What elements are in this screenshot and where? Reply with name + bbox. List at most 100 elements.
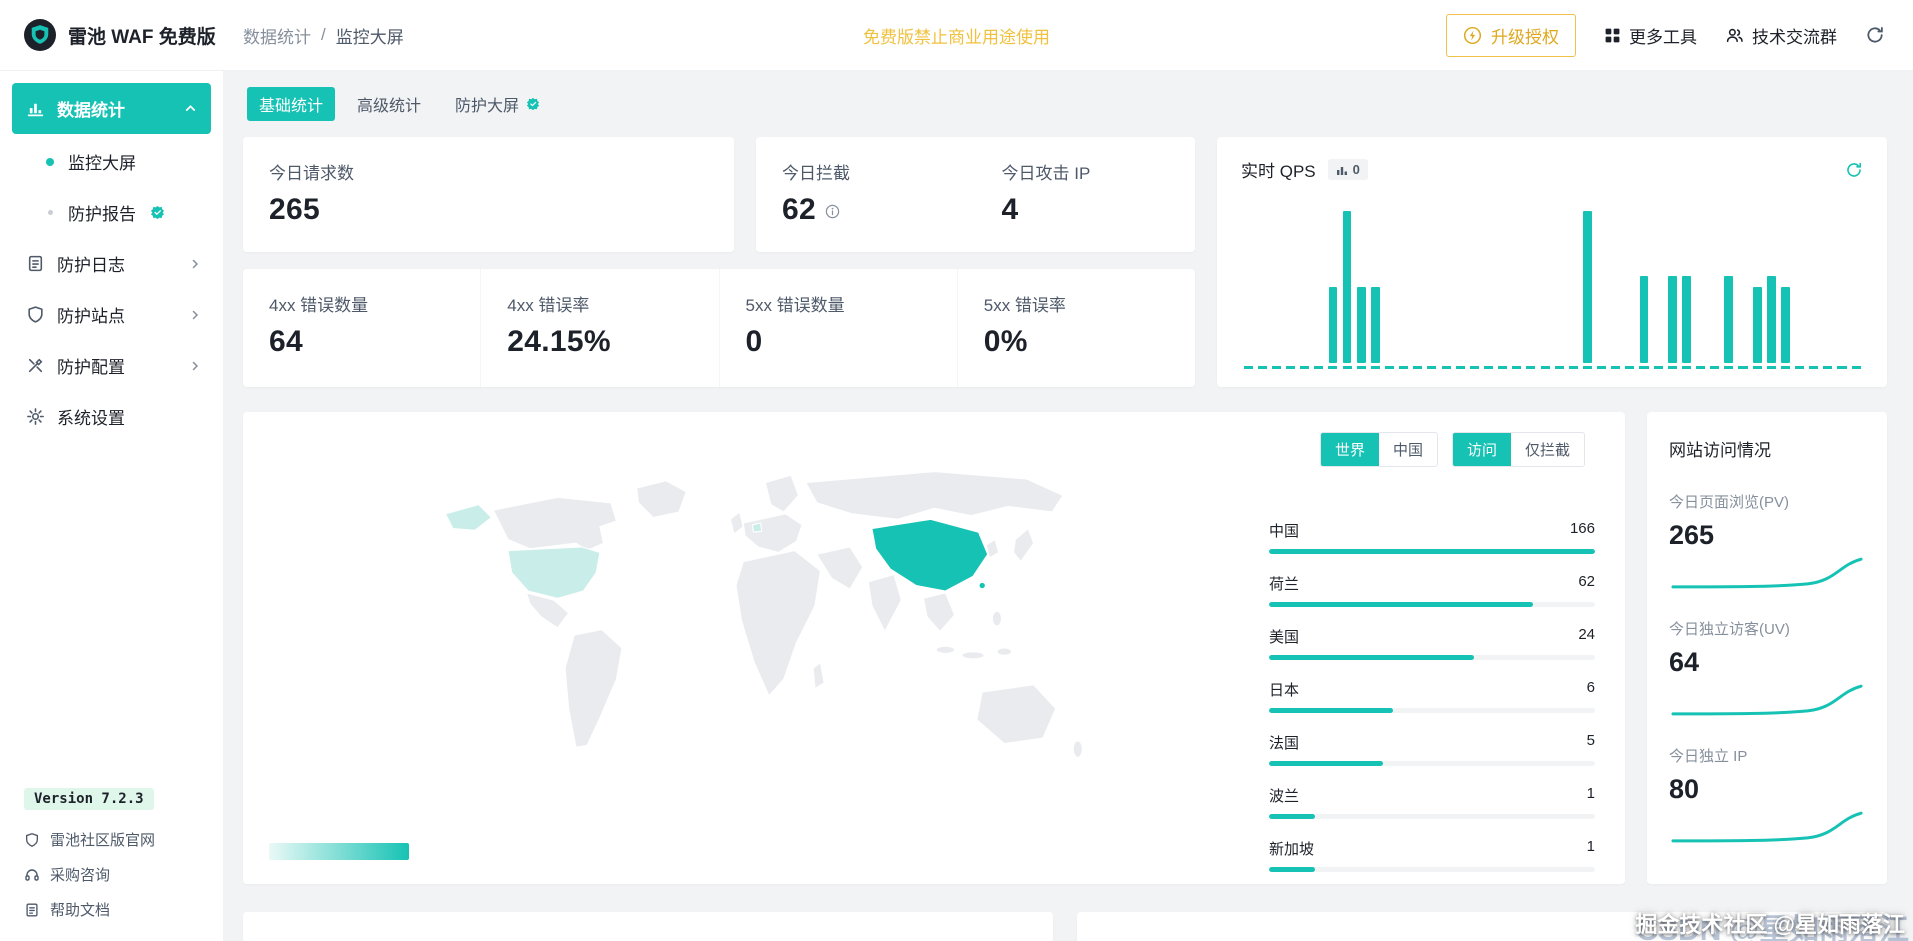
qps-bar-slot [1778,196,1792,369]
headset-icon [24,867,40,883]
qps-bar-slot [1821,196,1835,369]
info-icon[interactable] [825,204,840,219]
pv-sparkline [1671,557,1863,589]
qps-bar-slot [1354,196,1368,369]
world-map[interactable] [269,432,1269,864]
footer-link-docs[interactable]: 帮助文档 [24,892,199,927]
breadcrumb-current[interactable]: 监控大屏 [335,27,404,47]
stat-value: 0 [745,325,763,358]
country-bar-track [1269,655,1595,660]
toggle-world[interactable]: 世界 [1320,433,1379,466]
qps-bar-slot [1255,196,1269,369]
country-row: 新加坡 1 [1269,838,1595,872]
country-row: 波兰 1 [1269,785,1595,819]
country-bar-fill [1269,761,1384,766]
country-name: 日本 [1269,682,1300,699]
footer-link-purchase[interactable]: 采购咨询 [24,857,199,892]
sidebar-item-protection-sites[interactable]: 防护站点 [0,289,223,340]
sidebar-item-monitor-screen[interactable]: 监控大屏 [0,136,223,187]
qps-bar-slot [1241,196,1255,369]
upgrade-button[interactable]: 升级授权 [1446,13,1576,57]
community-button[interactable]: 技术交流群 [1725,23,1837,48]
qps-bar-slot [1637,196,1651,369]
tab-protection-screen[interactable]: 防护大屏 [443,87,552,121]
stat-value: 24.15% [507,325,611,358]
qps-bar-slot [1835,196,1849,369]
qps-bar-slot [1269,196,1283,369]
breadcrumb-section[interactable]: 数据统计 [243,27,311,47]
toggle-visits[interactable]: 访问 [1452,433,1511,466]
qps-bar-slot [1665,196,1679,369]
qps-bar-slot [1679,196,1693,369]
toggle-china[interactable]: 中国 [1379,433,1437,466]
country-value: 166 [1569,520,1595,537]
qps-refresh-icon[interactable] [1845,161,1863,179]
qps-bar-slot [1382,196,1396,369]
map-toggles: 世界 中国 访问 仅拦截 [1319,432,1585,467]
qps-bar-slot [1807,196,1821,369]
qps-bar-slot [1481,196,1495,369]
qps-bar-slot [1651,196,1665,369]
toggle-blocks-only[interactable]: 仅拦截 [1511,433,1584,466]
country-name: 荷兰 [1269,576,1300,593]
qps-badge: 0 [1327,159,1368,180]
qps-bar-slot [1425,196,1439,369]
qps-bar-slot [1368,196,1382,369]
main-content: 基础统计 高级统计 防护大屏 今日请求数 265 [223,71,1913,941]
top-header: 雷池 WAF 免费版 数据统计 / 监控大屏 免费版禁止商业用途使用 升级授权 … [0,0,1913,71]
sidebar-item-protection-logs[interactable]: 防护日志 [0,238,223,289]
qps-bar-slot [1736,196,1750,369]
visits-title: 网站访问情况 [1669,441,1771,460]
log-file-icon [26,254,45,273]
country-bar-fill [1269,814,1315,819]
country-bar-track [1269,602,1595,607]
country-value: 24 [1578,626,1595,643]
qps-bar-slot [1580,196,1594,369]
logo-area: 雷池 WAF 免费版 [24,19,243,51]
visits-30d-card: 30 天访问情况 [243,912,1053,941]
qps-chart [1241,196,1863,369]
qps-bar-slot [1411,196,1425,369]
shield-icon [26,305,45,324]
country-value: 6 [1586,679,1595,696]
country-bar-track [1269,761,1595,766]
sidebar-item-data-stats[interactable]: 数据统计 [12,83,211,134]
country-row: 荷兰 62 [1269,573,1595,607]
mode-toggle-group: 访问 仅拦截 [1451,432,1585,467]
country-row: 美国 24 [1269,626,1595,660]
more-tools-button[interactable]: 更多工具 [1604,23,1697,48]
sidebar-item-protection-report[interactable]: 防护报告 [0,187,223,238]
country-bar-track [1269,549,1595,554]
country-row: 日本 6 [1269,679,1595,713]
map-region-alaska [444,504,492,531]
country-bar-fill [1269,602,1534,607]
stat-card-errors: 4xx 错误数量 64 4xx 错误率 24.15% 5xx 错误数量 0 5x… [243,269,1195,387]
chevron-right-icon [189,258,201,270]
qps-bar-slot [1792,196,1806,369]
bottom-section: 30 天访问情况 30 天拦截情况 [243,912,1887,941]
stat-card-requests: 今日请求数 265 [243,137,734,252]
country-bar-track [1269,708,1595,713]
tools-icon [26,356,45,375]
qps-bar-slot [1750,196,1764,369]
footer-link-official-site[interactable]: 雷池社区版官网 [24,822,199,857]
refresh-icon[interactable] [1865,25,1885,45]
top-stats-section: 今日请求数 265 今日拦截 62 [243,137,1887,387]
qps-bar-slot [1764,196,1778,369]
version-badge: Version 7.2.3 [24,788,154,810]
gear-icon [26,407,45,426]
bar-chart-icon [26,99,45,118]
country-row: 法国 5 [1269,732,1595,766]
country-name: 法国 [1269,735,1300,752]
metric-ip: 今日独立 IP 80 [1669,745,1865,854]
sidebar-item-protection-config[interactable]: 防护配置 [0,340,223,391]
country-list: 中国 166 荷兰 62 美国 24 日本 6 [1269,520,1599,872]
sidebar-item-system-settings[interactable]: 系统设置 [0,391,223,442]
tab-basic-stats[interactable]: 基础统计 [247,87,336,121]
qps-bar-slot [1694,196,1708,369]
tab-advanced-stats[interactable]: 高级统计 [345,87,433,121]
stat-value: 265 [269,193,320,226]
map-region-netherlands [751,522,763,533]
map-section: 世界 中国 访问 仅拦截 [243,412,1887,884]
qps-card: 实时 QPS 0 [1217,137,1887,387]
